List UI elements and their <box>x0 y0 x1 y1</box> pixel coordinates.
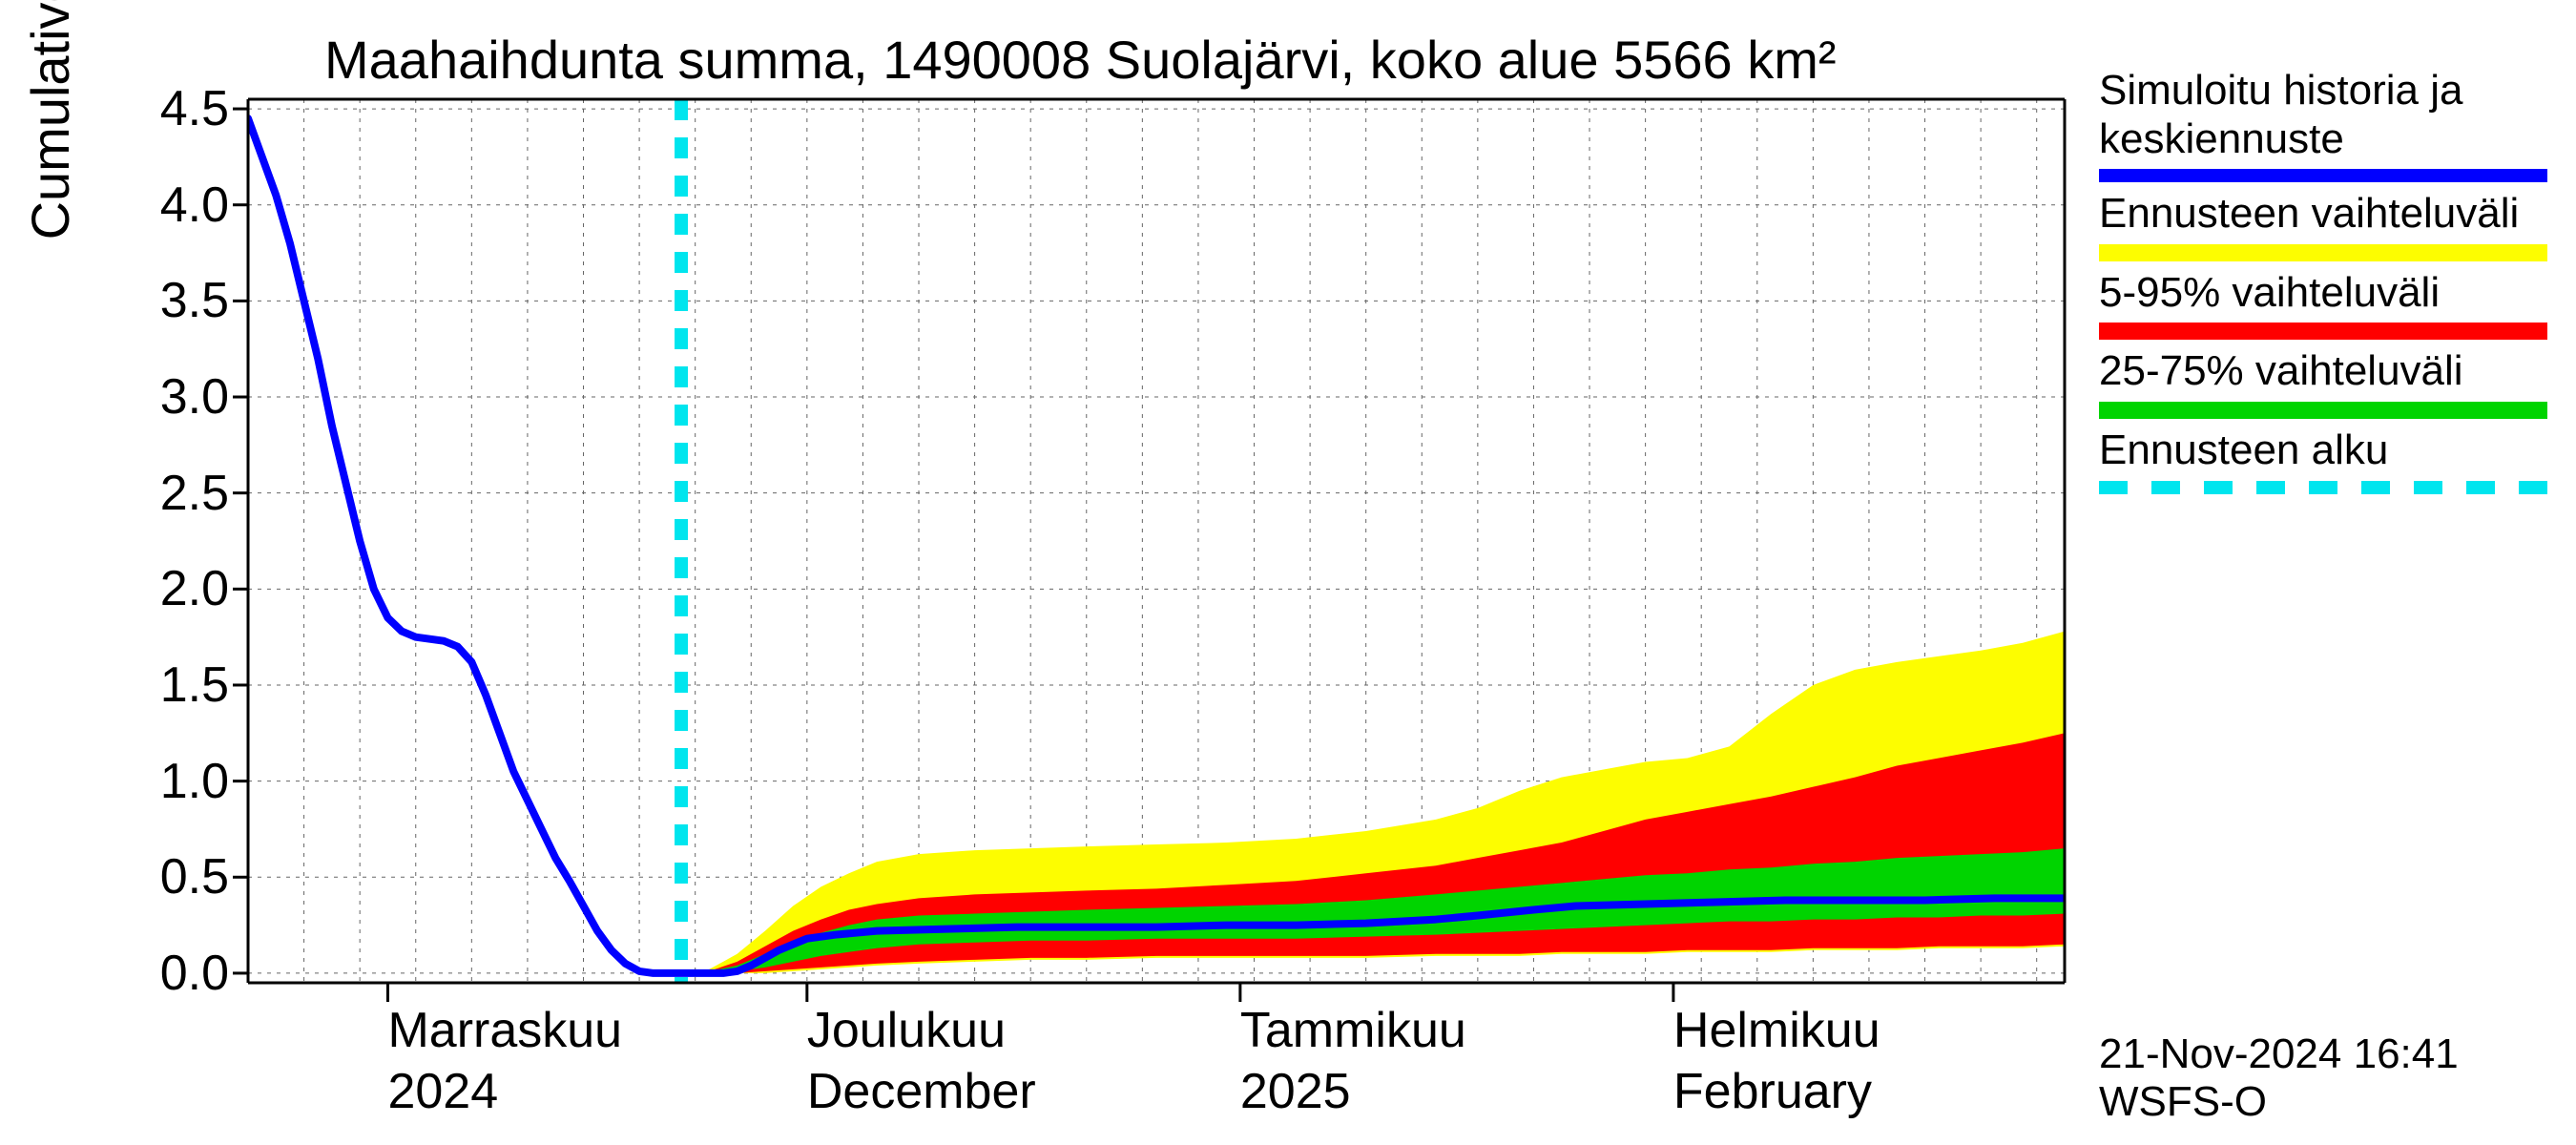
x-month-label: JoulukuuDecember <box>807 1002 1036 1120</box>
y-tick-label: 4.0 <box>134 177 229 234</box>
chart-container: Maahaihdunta summa, 1490008 Suolajärvi, … <box>0 0 2576 1145</box>
x-month-label: Tammikuu2025 <box>1240 1002 1466 1120</box>
y-tick-label: 4.5 <box>134 80 229 137</box>
legend: Simuloitu historia ja keskiennuste Ennust… <box>2099 67 2576 502</box>
legend-swatch <box>2099 323 2547 340</box>
legend-label: Ennusteen vaihteluväli <box>2099 190 2576 239</box>
legend-label: 5-95% vaihteluväli <box>2099 269 2576 318</box>
legend-label: Ennusteen alku <box>2099 427 2576 475</box>
legend-swatch <box>2099 244 2547 261</box>
legend-entry: Simuloitu historia ja keskiennuste <box>2099 67 2576 182</box>
legend-entry: 5-95% vaihteluväli <box>2099 269 2576 341</box>
legend-entry: Ennusteen alku <box>2099 427 2576 494</box>
y-tick-label: 2.0 <box>134 560 229 617</box>
legend-entry: Ennusteen vaihteluväli <box>2099 190 2576 261</box>
x-month-label: Marraskuu2024 <box>387 1002 622 1120</box>
y-tick-label: 1.0 <box>134 753 229 810</box>
y-tick-label: 0.5 <box>134 848 229 906</box>
y-tick-label: 3.0 <box>134 368 229 426</box>
legend-swatch <box>2099 481 2547 494</box>
y-tick-label: 0.0 <box>134 945 229 1002</box>
y-tick-label: 1.5 <box>134 656 229 714</box>
y-tick-label: 2.5 <box>134 465 229 522</box>
legend-label: 25-75% vaihteluväli <box>2099 347 2576 396</box>
legend-swatch <box>2099 169 2547 182</box>
x-month-label: HelmikuuFebruary <box>1673 1002 1880 1120</box>
y-tick-label: 3.5 <box>134 272 229 329</box>
legend-entry: 25-75% vaihteluväli <box>2099 347 2576 419</box>
legend-swatch <box>2099 402 2547 419</box>
legend-label: Simuloitu historia ja keskiennuste <box>2099 67 2576 163</box>
timestamp-label: 21-Nov-2024 16:41 WSFS-O <box>2099 1030 2576 1126</box>
